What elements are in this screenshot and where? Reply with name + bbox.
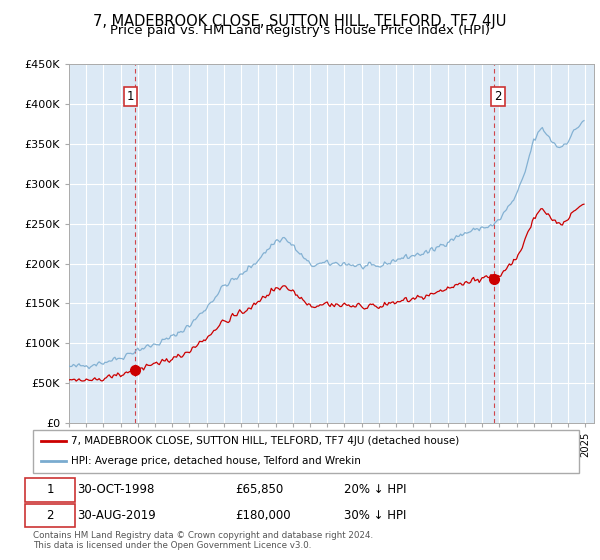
Text: 1: 1 xyxy=(127,90,134,102)
Text: 30-OCT-1998: 30-OCT-1998 xyxy=(77,483,154,496)
FancyBboxPatch shape xyxy=(25,504,75,528)
Text: 2: 2 xyxy=(46,509,53,522)
Text: Contains HM Land Registry data © Crown copyright and database right 2024.
This d: Contains HM Land Registry data © Crown c… xyxy=(33,531,373,550)
Text: 20% ↓ HPI: 20% ↓ HPI xyxy=(344,483,407,496)
Text: £65,850: £65,850 xyxy=(235,483,283,496)
FancyBboxPatch shape xyxy=(33,430,579,473)
Text: 7, MADEBROOK CLOSE, SUTTON HILL, TELFORD, TF7 4JU (detached house): 7, MADEBROOK CLOSE, SUTTON HILL, TELFORD… xyxy=(71,436,460,446)
Text: £180,000: £180,000 xyxy=(235,509,290,522)
Text: HPI: Average price, detached house, Telford and Wrekin: HPI: Average price, detached house, Telf… xyxy=(71,456,361,466)
Text: 7, MADEBROOK CLOSE, SUTTON HILL, TELFORD, TF7 4JU: 7, MADEBROOK CLOSE, SUTTON HILL, TELFORD… xyxy=(94,14,506,29)
FancyBboxPatch shape xyxy=(25,478,75,502)
Text: 2: 2 xyxy=(494,90,502,102)
Text: 30-AUG-2019: 30-AUG-2019 xyxy=(77,509,155,522)
Text: Price paid vs. HM Land Registry's House Price Index (HPI): Price paid vs. HM Land Registry's House … xyxy=(110,24,490,37)
Text: 1: 1 xyxy=(46,483,53,496)
Text: 30% ↓ HPI: 30% ↓ HPI xyxy=(344,509,407,522)
